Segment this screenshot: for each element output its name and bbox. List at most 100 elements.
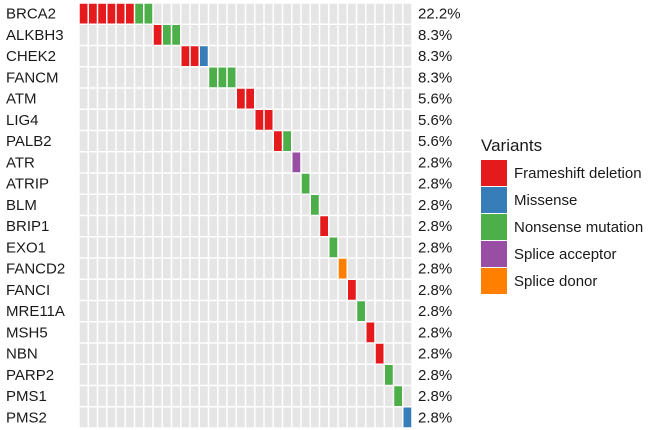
empty-cell bbox=[237, 301, 245, 321]
empty-cell bbox=[116, 131, 125, 151]
empty-cell bbox=[274, 173, 282, 194]
empty-cell bbox=[385, 280, 393, 300]
empty-cell bbox=[311, 3, 319, 24]
empty-cell bbox=[181, 131, 190, 151]
mutation-cell bbox=[116, 3, 125, 24]
empty-cell bbox=[153, 152, 162, 173]
empty-cell bbox=[107, 67, 116, 88]
empty-cell bbox=[320, 195, 328, 215]
empty-cell bbox=[107, 301, 116, 321]
empty-cell bbox=[403, 343, 412, 364]
empty-cell bbox=[126, 237, 134, 258]
empty-cell bbox=[255, 67, 264, 88]
empty-cell bbox=[237, 173, 245, 194]
empty-cell bbox=[329, 152, 338, 173]
empty-cell bbox=[181, 216, 190, 236]
empty-cell bbox=[135, 386, 143, 406]
empty-cell bbox=[301, 110, 310, 130]
empty-cell bbox=[79, 322, 88, 343]
empty-cell bbox=[181, 195, 190, 215]
empty-cell bbox=[135, 67, 143, 88]
legend-label: Nonsense mutation bbox=[514, 219, 643, 236]
empty-cell bbox=[264, 280, 273, 300]
empty-cell bbox=[116, 25, 125, 45]
empty-cell bbox=[172, 280, 180, 300]
gene-label: ATM bbox=[6, 91, 37, 108]
mutation-cell bbox=[135, 3, 143, 24]
empty-cell bbox=[209, 216, 217, 236]
mutation-cell bbox=[264, 110, 273, 130]
empty-cell bbox=[274, 3, 282, 24]
empty-cell bbox=[126, 131, 134, 151]
empty-cell bbox=[292, 386, 301, 406]
mutation-cell bbox=[227, 67, 236, 88]
empty-cell bbox=[311, 25, 319, 45]
percentage-label: 2.8% bbox=[418, 239, 452, 256]
empty-cell bbox=[366, 365, 375, 385]
empty-cell bbox=[403, 301, 412, 321]
empty-cell bbox=[246, 322, 254, 343]
empty-cell bbox=[218, 3, 227, 24]
empty-cell bbox=[246, 280, 254, 300]
empty-cell bbox=[357, 25, 365, 45]
empty-cell bbox=[375, 195, 384, 215]
empty-cell bbox=[292, 365, 301, 385]
empty-cell bbox=[311, 407, 319, 428]
gene-label: PARP2 bbox=[6, 367, 54, 384]
empty-cell bbox=[311, 280, 319, 300]
empty-cell bbox=[385, 25, 393, 45]
legend-swatch bbox=[481, 241, 507, 267]
empty-cell bbox=[320, 173, 328, 194]
empty-cell bbox=[292, 237, 301, 258]
empty-cell bbox=[116, 386, 125, 406]
empty-cell bbox=[375, 3, 384, 24]
legend-swatch bbox=[481, 160, 507, 186]
empty-cell bbox=[190, 25, 199, 45]
empty-cell bbox=[200, 322, 208, 343]
mutation-cell bbox=[126, 3, 134, 24]
empty-cell bbox=[107, 131, 116, 151]
empty-cell bbox=[181, 407, 190, 428]
empty-cell bbox=[264, 343, 273, 364]
gene-label: FANCM bbox=[6, 69, 59, 86]
empty-cell bbox=[218, 216, 227, 236]
empty-cell bbox=[385, 131, 393, 151]
empty-cell bbox=[107, 365, 116, 385]
empty-cell bbox=[255, 3, 264, 24]
empty-cell bbox=[394, 110, 402, 130]
empty-cell bbox=[255, 407, 264, 428]
empty-cell bbox=[237, 407, 245, 428]
empty-cell bbox=[79, 216, 88, 236]
empty-cell bbox=[403, 25, 412, 45]
empty-cell bbox=[348, 152, 356, 173]
empty-cell bbox=[274, 258, 282, 279]
empty-cell bbox=[107, 46, 116, 66]
empty-cell bbox=[200, 258, 208, 279]
empty-cell bbox=[292, 407, 301, 428]
empty-cell bbox=[200, 237, 208, 258]
empty-cell bbox=[153, 88, 162, 109]
empty-cell bbox=[357, 3, 365, 24]
empty-cell bbox=[227, 152, 236, 173]
legend-label: Splice donor bbox=[514, 273, 597, 290]
empty-cell bbox=[348, 25, 356, 45]
empty-cell bbox=[126, 110, 134, 130]
empty-cell bbox=[135, 173, 143, 194]
empty-cell bbox=[283, 216, 291, 236]
empty-cell bbox=[329, 67, 338, 88]
empty-cell bbox=[153, 131, 162, 151]
empty-cell bbox=[135, 88, 143, 109]
empty-cell bbox=[357, 322, 365, 343]
empty-cell bbox=[375, 301, 384, 321]
empty-cell bbox=[255, 258, 264, 279]
empty-cell bbox=[144, 67, 153, 88]
empty-cell bbox=[181, 3, 190, 24]
empty-cell bbox=[98, 322, 106, 343]
empty-cell bbox=[311, 131, 319, 151]
empty-cell bbox=[89, 173, 97, 194]
empty-cell bbox=[311, 343, 319, 364]
empty-cell bbox=[126, 216, 134, 236]
empty-cell bbox=[98, 407, 106, 428]
empty-cell bbox=[246, 173, 254, 194]
empty-cell bbox=[366, 131, 375, 151]
